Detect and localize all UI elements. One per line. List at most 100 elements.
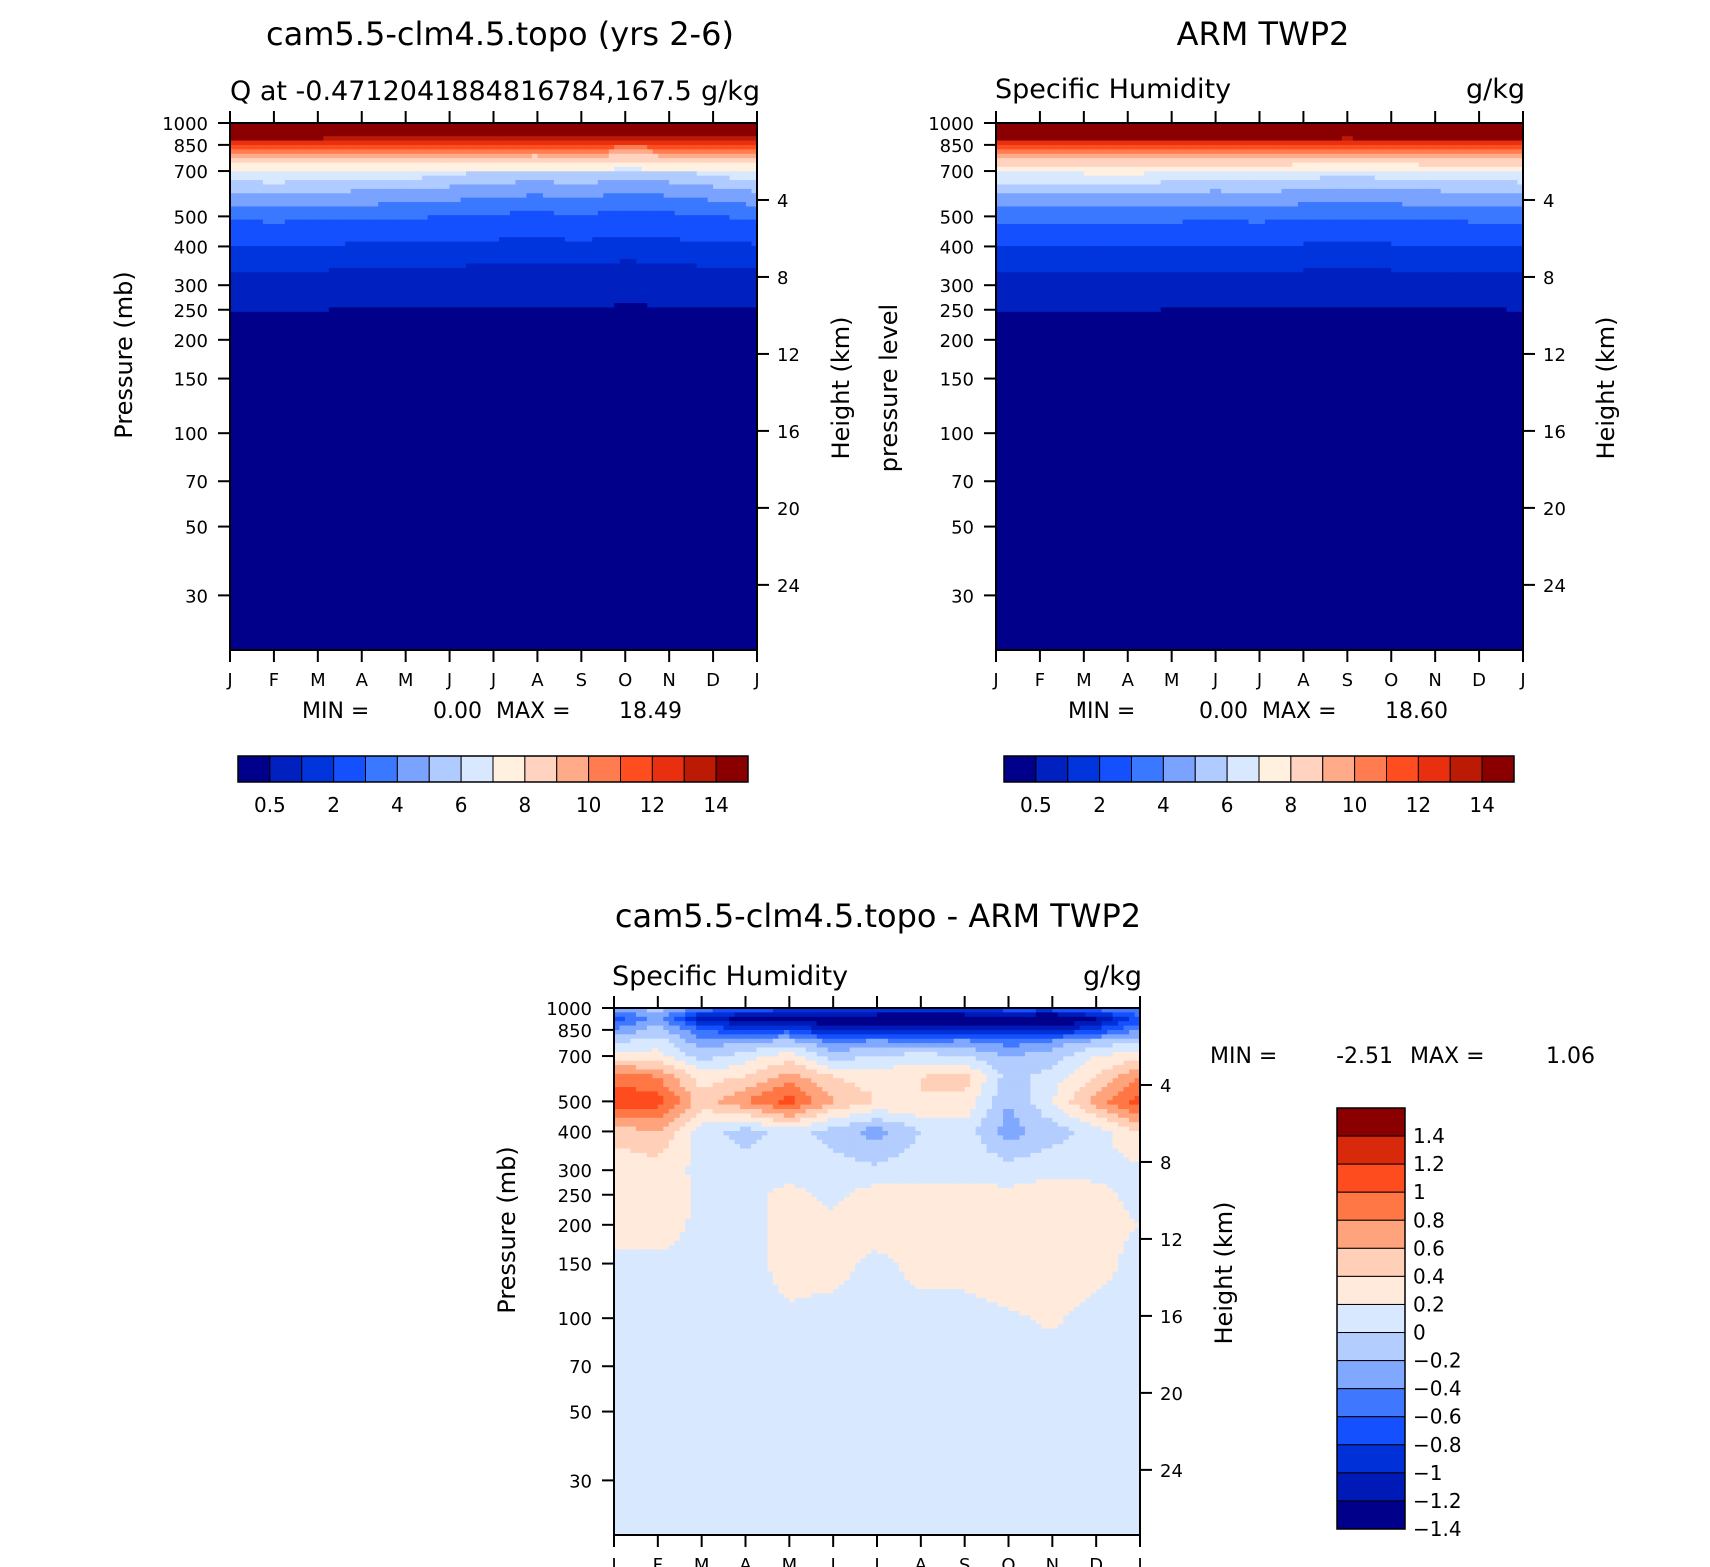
x-tick-label: F bbox=[653, 1555, 663, 1567]
max-value: 1.06 bbox=[1546, 1044, 1595, 1069]
colorbar-label: 0.4 bbox=[1413, 1264, 1445, 1288]
y-right-tick-label: 24 bbox=[1160, 1461, 1183, 1482]
chart-subtitle-left: Specific Humidity bbox=[995, 74, 1231, 105]
colorbar-label: 2 bbox=[1093, 793, 1106, 817]
panel-obs: ARM TWP2 Specific Humidity g/kg J F M A M J J A… bbox=[875, 15, 1620, 817]
colorbar-swatch bbox=[1336, 1416, 1406, 1446]
plot-area: J F M A M J J A S O N D J 30 50 70 100 150 200 250 300 400 500… bbox=[928, 111, 1566, 691]
y-right-tick-label: 24 bbox=[1543, 576, 1566, 597]
colorbar-swatch bbox=[1481, 755, 1515, 783]
colorbar-swatch bbox=[460, 755, 494, 783]
chart-subtitle-left: Q at -0.4712041884816784,167.5 bbox=[230, 76, 692, 107]
y-tick-label: 150 bbox=[558, 1255, 592, 1276]
colorbar-frame bbox=[1336, 1107, 1406, 1530]
chart-subtitle-right: g/kg bbox=[1466, 74, 1525, 105]
x-tick-label: J bbox=[992, 670, 998, 691]
colorbar-swatch bbox=[1162, 755, 1196, 783]
x-tick-label: J bbox=[226, 670, 232, 691]
x-tick-label: J bbox=[446, 670, 452, 691]
y-axis-right-label: Height (km) bbox=[1592, 317, 1620, 460]
colorbar: 1.4 1.2 1 0.8 0.6 0.4 0.2 0 −0.2 −0.4 −0.6 −0.8 −1 −1… bbox=[1336, 1107, 1462, 1541]
y-right-tick-label: 12 bbox=[1543, 345, 1566, 366]
min-value: 0.00 bbox=[433, 699, 482, 724]
colorbar-label: −0.2 bbox=[1413, 1349, 1462, 1373]
y-tick-label: 850 bbox=[940, 136, 974, 157]
x-tick-label: M bbox=[782, 1555, 798, 1567]
y-tick-label: 250 bbox=[558, 1186, 592, 1207]
panel-diff: cam5.5-clm4.5.topo - ARM TWP2 Specific H… bbox=[493, 897, 1595, 1567]
colorbar-label: 1 bbox=[1413, 1180, 1426, 1204]
x-tick-label: D bbox=[1089, 1555, 1103, 1567]
colorbar-swatch bbox=[396, 755, 430, 783]
y-right-tick-label: 8 bbox=[1543, 268, 1554, 289]
x-tick-label: J bbox=[1136, 1555, 1142, 1567]
y-tick-label: 700 bbox=[558, 1047, 592, 1068]
colorbar-swatch bbox=[1131, 755, 1164, 783]
colorbar-swatch bbox=[556, 755, 590, 783]
x-tick-label: A bbox=[1122, 670, 1135, 691]
colorbar-label: 0.5 bbox=[254, 793, 286, 817]
y-tick-label: 30 bbox=[569, 1471, 592, 1492]
x-tick-label: J bbox=[610, 1555, 616, 1567]
x-tick-label: N bbox=[1428, 670, 1441, 691]
x-tick-label: J bbox=[873, 1555, 879, 1567]
y-tick-label: 50 bbox=[185, 518, 208, 539]
max-label: MAX = bbox=[1410, 1044, 1485, 1069]
x-tick-label: J bbox=[490, 670, 496, 691]
x-tick-label: J bbox=[1256, 670, 1262, 691]
panel-model: cam5.5-clm4.5.topo (yrs 2-6) Q at -0.471… bbox=[110, 15, 855, 817]
y-right-tick-label: 16 bbox=[1160, 1307, 1183, 1328]
y-tick-label: 400 bbox=[940, 237, 974, 258]
x-tick-label: M bbox=[1076, 670, 1092, 691]
y-tick-label: 200 bbox=[558, 1216, 592, 1237]
colorbar-swatch bbox=[237, 755, 271, 783]
colorbar-swatch bbox=[620, 755, 653, 783]
chart-title: ARM TWP2 bbox=[1177, 15, 1350, 53]
colorbar-label: 0.8 bbox=[1413, 1208, 1445, 1232]
x-tick-label: M bbox=[310, 670, 326, 691]
y-tick-label: 400 bbox=[558, 1122, 592, 1143]
colorbar-label: 10 bbox=[576, 793, 601, 817]
x-tick-label: S bbox=[1342, 670, 1353, 691]
y-tick-label: 100 bbox=[558, 1309, 592, 1330]
y-right-tick-label: 4 bbox=[1160, 1076, 1171, 1097]
y-tick-label: 30 bbox=[185, 586, 208, 607]
colorbar-swatch bbox=[1354, 755, 1387, 783]
filled-contours bbox=[996, 123, 1524, 651]
y-axis-label: Pressure (mb) bbox=[493, 1146, 521, 1313]
colorbar-swatch bbox=[1336, 1472, 1406, 1502]
colorbar-label: 1.2 bbox=[1413, 1152, 1445, 1176]
min-value: 0.00 bbox=[1199, 699, 1248, 724]
colorbar-label: 14 bbox=[703, 793, 728, 817]
x-tick-label: A bbox=[531, 670, 544, 691]
colorbar-label: 8 bbox=[1285, 793, 1298, 817]
y-right-tick-label: 4 bbox=[1543, 191, 1554, 212]
colorbar-label: −0.6 bbox=[1413, 1405, 1462, 1429]
colorbar-label: 12 bbox=[640, 793, 665, 817]
colorbar-label: 8 bbox=[519, 793, 532, 817]
colorbar-swatch bbox=[1099, 755, 1132, 783]
y-right-tick-label: 20 bbox=[1160, 1384, 1183, 1405]
colorbar-swatch bbox=[1336, 1135, 1406, 1165]
y-tick-label: 70 bbox=[569, 1357, 592, 1378]
x-tick-label: A bbox=[739, 1555, 752, 1567]
y-axis-label: Pressure (mb) bbox=[110, 271, 138, 438]
colorbar-frame bbox=[1003, 755, 1515, 783]
x-tick-label: N bbox=[1046, 1555, 1059, 1567]
y-right-tick-label: 20 bbox=[1543, 499, 1566, 520]
chart-title: cam5.5-clm4.5.topo - ARM TWP2 bbox=[615, 897, 1141, 935]
colorbar-label: 0.6 bbox=[1413, 1236, 1445, 1260]
colorbar-swatch bbox=[1449, 755, 1483, 783]
min-label: MIN = bbox=[302, 699, 369, 724]
x-tick-label: D bbox=[706, 670, 720, 691]
min-label: MIN = bbox=[1068, 699, 1135, 724]
chart-subtitle-right: g/kg bbox=[701, 76, 760, 107]
colorbar-swatch bbox=[1336, 1332, 1406, 1362]
colorbar-swatch bbox=[301, 755, 335, 783]
x-tick-label: N bbox=[662, 670, 675, 691]
y-tick-label: 700 bbox=[940, 162, 974, 183]
colorbar-swatch bbox=[1290, 755, 1324, 783]
colorbar-label: 1.4 bbox=[1413, 1124, 1445, 1148]
colorbar-swatch bbox=[1336, 1191, 1406, 1221]
y-tick-label: 500 bbox=[940, 207, 974, 228]
